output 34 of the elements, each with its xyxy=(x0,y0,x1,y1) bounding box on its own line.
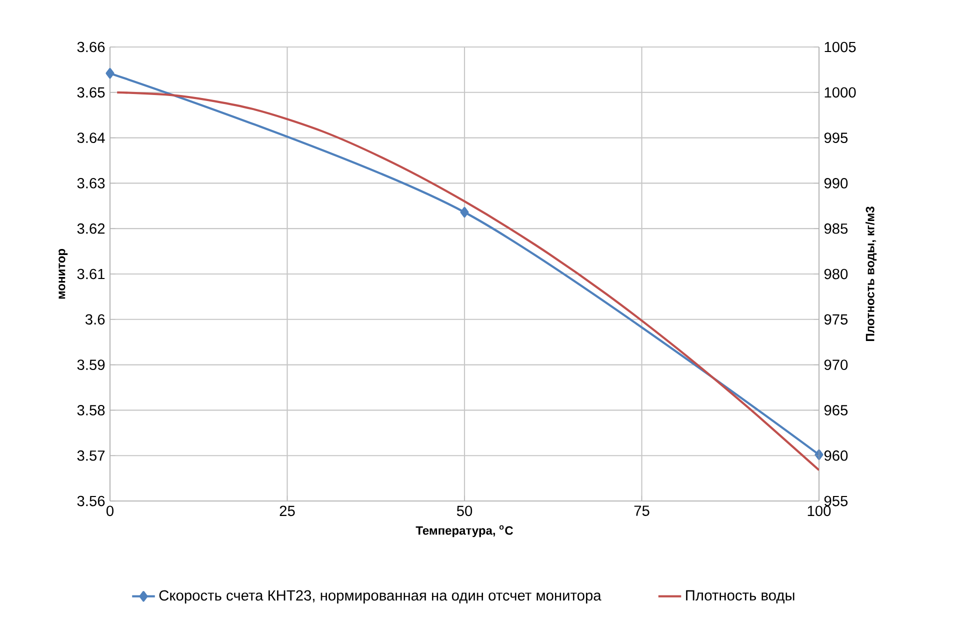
y2-tick-label: 955 xyxy=(824,496,848,506)
y2-tick-label: 965 xyxy=(824,405,848,416)
x-tick-label: 0 xyxy=(106,506,114,516)
y-tick-label: 3.58 xyxy=(77,405,105,416)
y-tick-label: 3.62 xyxy=(77,223,105,234)
y2-tick-label: 980 xyxy=(824,268,848,280)
y-tick-label: 3.59 xyxy=(77,360,105,370)
y2-tick-label: 990 xyxy=(824,178,848,188)
x-axis-title: Температура, $^{o}$C xyxy=(416,525,513,538)
y2-tick-label: 970 xyxy=(824,360,848,370)
y-axis-title: монитор xyxy=(58,248,68,299)
x-tick-label: 100 xyxy=(808,506,831,516)
y-tick-label: 3.61 xyxy=(77,268,105,280)
x-tick-label: 50 xyxy=(456,506,472,516)
y-tick-label: 3.65 xyxy=(77,87,105,98)
y-tick-label: 3.57 xyxy=(77,450,105,461)
y-tick-label: 3.56 xyxy=(77,496,105,506)
y-tick-label: 3.66 xyxy=(77,42,105,52)
x-tick-label: 75 xyxy=(634,506,650,516)
x-tick-label: 25 xyxy=(280,506,295,516)
legend-label: Плотность воды xyxy=(686,590,794,604)
y2-tick-label: 975 xyxy=(824,314,848,325)
y2-axis-title: Плотность воды, кг/м3 xyxy=(866,206,877,341)
point xyxy=(106,68,114,79)
point xyxy=(460,206,469,218)
y2-tick-label: 985 xyxy=(824,223,848,234)
legend-label: Скорость счета КНТ23, нормированная на один отсчет монитора xyxy=(159,590,602,604)
y-tick-label: 3.6 xyxy=(85,314,105,325)
y2-tick-label: 995 xyxy=(824,132,848,143)
y-tick-label: 3.64 xyxy=(77,132,105,143)
y-tick-label: 3.63 xyxy=(77,178,105,188)
y2-tick-label: 1005 xyxy=(824,42,856,52)
y2-tick-label: 1000 xyxy=(824,87,856,98)
y2-tick-label: 960 xyxy=(824,450,848,461)
